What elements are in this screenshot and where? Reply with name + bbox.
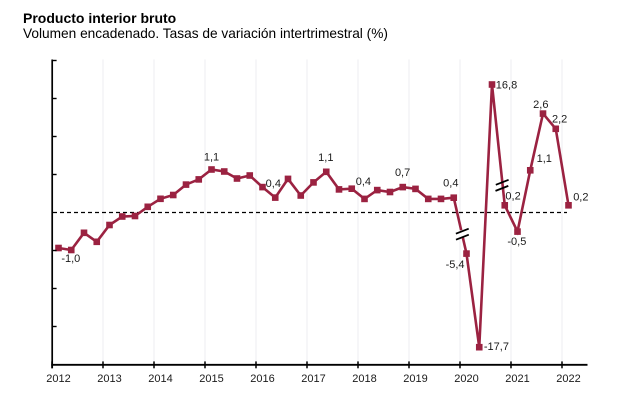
svg-text:-0,5: -0,5 <box>507 236 526 248</box>
svg-text:0,4: 0,4 <box>266 178 281 190</box>
svg-text:-1,0: -1,0 <box>61 253 80 265</box>
svg-text:2019: 2019 <box>403 373 427 385</box>
svg-text:2013: 2013 <box>97 373 121 385</box>
svg-text:2,2: 2,2 <box>552 113 567 125</box>
svg-text:1,1: 1,1 <box>318 152 333 164</box>
svg-text:0,2: 0,2 <box>573 192 588 204</box>
svg-text:2015: 2015 <box>199 373 223 385</box>
svg-text:2012: 2012 <box>46 373 70 385</box>
svg-text:0,2: 0,2 <box>505 191 520 203</box>
svg-text:2018: 2018 <box>352 373 376 385</box>
svg-text:0,7: 0,7 <box>395 167 410 179</box>
svg-text:-17,7: -17,7 <box>484 341 509 353</box>
svg-text:-5,4: -5,4 <box>446 259 465 271</box>
svg-text:2022: 2022 <box>556 373 580 385</box>
svg-text:2016: 2016 <box>250 373 274 385</box>
svg-text:2017: 2017 <box>301 373 325 385</box>
svg-text:2014: 2014 <box>148 373 172 385</box>
svg-text:1,1: 1,1 <box>537 153 552 165</box>
svg-text:0,4: 0,4 <box>443 178 458 190</box>
svg-text:16,8: 16,8 <box>496 80 517 92</box>
svg-text:2,6: 2,6 <box>533 99 548 111</box>
svg-text:1,1: 1,1 <box>204 152 219 164</box>
svg-text:2021: 2021 <box>505 373 529 385</box>
svg-text:2020: 2020 <box>454 373 478 385</box>
svg-text:0,4: 0,4 <box>356 176 371 188</box>
